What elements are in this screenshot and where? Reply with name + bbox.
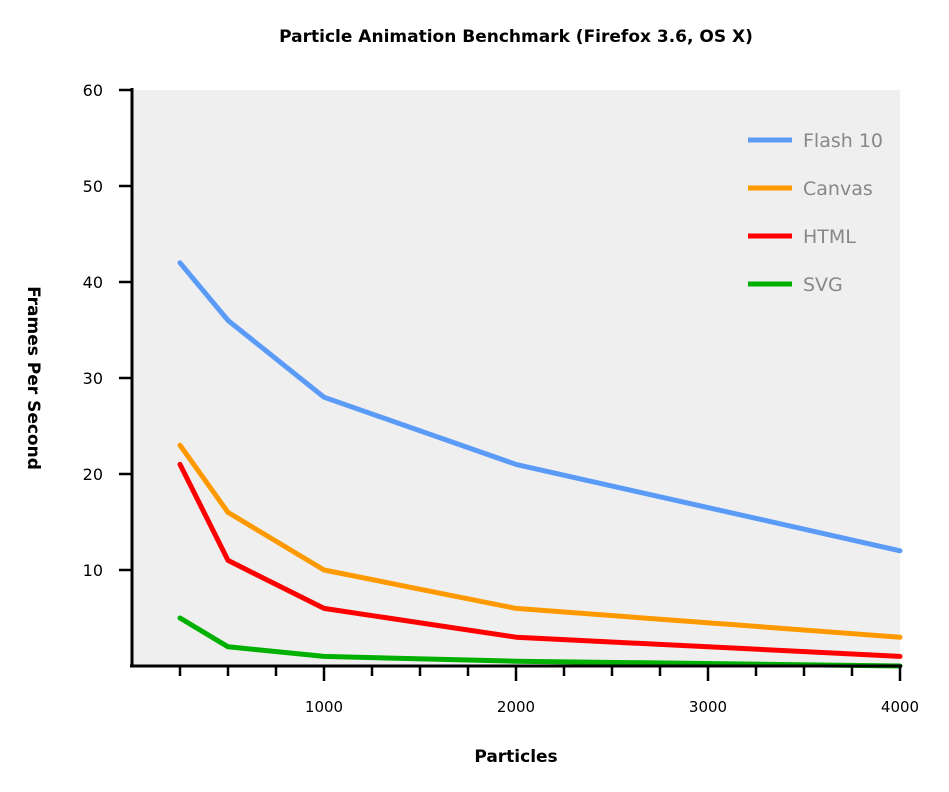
- chart-title: Particle Animation Benchmark (Firefox 3.…: [279, 27, 753, 47]
- x-tick-label: 2000: [497, 698, 535, 716]
- y-axis-label: Frames Per Second: [23, 286, 43, 470]
- legend-item: Flash 10: [748, 130, 883, 152]
- legend-label: SVG: [803, 274, 843, 296]
- y-tick-label: 10: [83, 561, 103, 580]
- legend-item: Canvas: [748, 178, 873, 200]
- legend-label: Flash 10: [803, 130, 883, 152]
- x-axis-label: Particles: [474, 747, 557, 767]
- legend-label: Canvas: [803, 178, 873, 200]
- x-tick-label: 4000: [881, 698, 919, 716]
- y-tick-label: 20: [83, 465, 103, 484]
- x-tick-label: 3000: [689, 698, 727, 716]
- x-tick-label: 1000: [305, 698, 343, 716]
- legend-item: SVG: [748, 274, 843, 296]
- y-tick-label: 40: [83, 273, 103, 292]
- y-tick-label: 30: [83, 369, 103, 388]
- series-line-html: [177, 461, 903, 659]
- series-line-canvas: [177, 442, 903, 640]
- series-line-flash-10: [177, 260, 903, 554]
- series-line-svg: [177, 615, 903, 669]
- legend-label: HTML: [803, 226, 856, 248]
- legend-item: HTML: [748, 226, 856, 248]
- y-tick-label: 60: [83, 81, 103, 100]
- plot-area: [132, 90, 900, 666]
- y-tick-label: 50: [83, 177, 103, 196]
